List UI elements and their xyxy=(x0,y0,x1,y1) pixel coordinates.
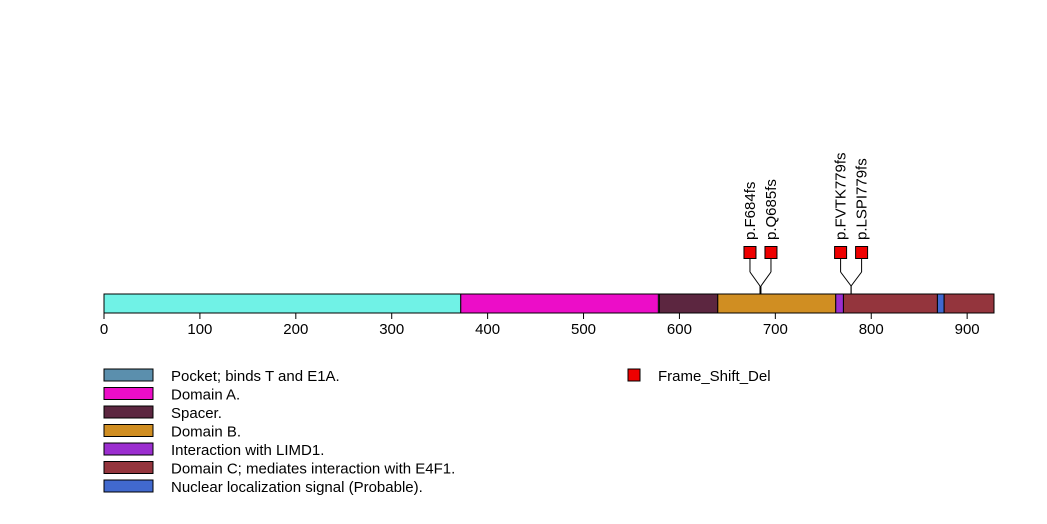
domain-segment xyxy=(936,293,945,314)
legend-label: Nuclear localization signal (Probable). xyxy=(171,479,423,496)
axis-tick-label: 600 xyxy=(667,321,692,338)
legend-swatch xyxy=(103,424,154,437)
axis-tick-label: 500 xyxy=(571,321,596,338)
domain-segment xyxy=(943,293,995,314)
axis-tick-label: 900 xyxy=(955,321,980,338)
x-axis: 0 100 200 300 400 500 600 700 800 900 xyxy=(100,313,980,338)
mutation-head xyxy=(834,246,848,259)
axis-tick-label: 700 xyxy=(763,321,788,338)
track-outline xyxy=(103,293,995,314)
axis-tick-label: 100 xyxy=(187,321,212,338)
legend-label: Spacer. xyxy=(171,405,222,422)
mutation-connector xyxy=(760,271,772,287)
legend-label: Domain C; mediates interaction with E4F1… xyxy=(171,461,455,478)
legend-swatch xyxy=(103,479,154,493)
domain-segment xyxy=(835,293,844,314)
mutation-legend: Frame_Shift_Del xyxy=(627,368,771,385)
mutation-head xyxy=(764,246,778,259)
domain-segment xyxy=(460,293,659,314)
mutation-label: p.FVTK779fs xyxy=(833,152,850,240)
legend-swatch xyxy=(103,442,154,456)
mutation-connector xyxy=(840,271,852,287)
mutation-head xyxy=(855,246,869,259)
mutation-connector xyxy=(850,271,863,287)
axis-tick-label: 800 xyxy=(859,321,884,338)
mutation-legend-swatch xyxy=(627,368,641,382)
legend-swatch xyxy=(103,368,154,382)
domain-segment xyxy=(842,293,938,314)
domain-segment xyxy=(717,293,837,314)
axis-tick-label: 0 xyxy=(100,321,108,338)
mutation-legend-label: Frame_Shift_Del xyxy=(658,368,771,385)
domain-legend: Pocket; binds T and E1A. Domain A.Spacer.… xyxy=(103,368,455,496)
legend-label: Domain A. xyxy=(171,387,240,404)
mutation-label: p.F684fs xyxy=(742,182,759,240)
domain-segment xyxy=(103,293,462,314)
legend-label: Interaction with LIMD1. xyxy=(171,442,324,459)
legend-swatch xyxy=(103,387,154,400)
axis-tick-label: 300 xyxy=(379,321,404,338)
legend-swatch xyxy=(103,405,154,419)
domain-segment xyxy=(658,293,719,314)
mutation-label: p.LSPI779fs xyxy=(854,158,871,240)
legend-swatch xyxy=(103,461,154,474)
domain-track xyxy=(103,293,995,314)
axis-tick-label: 400 xyxy=(475,321,500,338)
mutation-connector xyxy=(749,271,761,287)
axis-tick-label: 200 xyxy=(283,321,308,338)
mutation-head xyxy=(743,246,757,259)
mutation-label: p.Q685fs xyxy=(763,179,780,240)
legend-label: Domain B. xyxy=(171,424,241,441)
mutation-lollipops: p.F684fs p.Q685fs p.FVTK779fs p.LSPI779fs xyxy=(742,152,871,294)
legend-label: Pocket; binds T and E1A. xyxy=(171,368,340,385)
